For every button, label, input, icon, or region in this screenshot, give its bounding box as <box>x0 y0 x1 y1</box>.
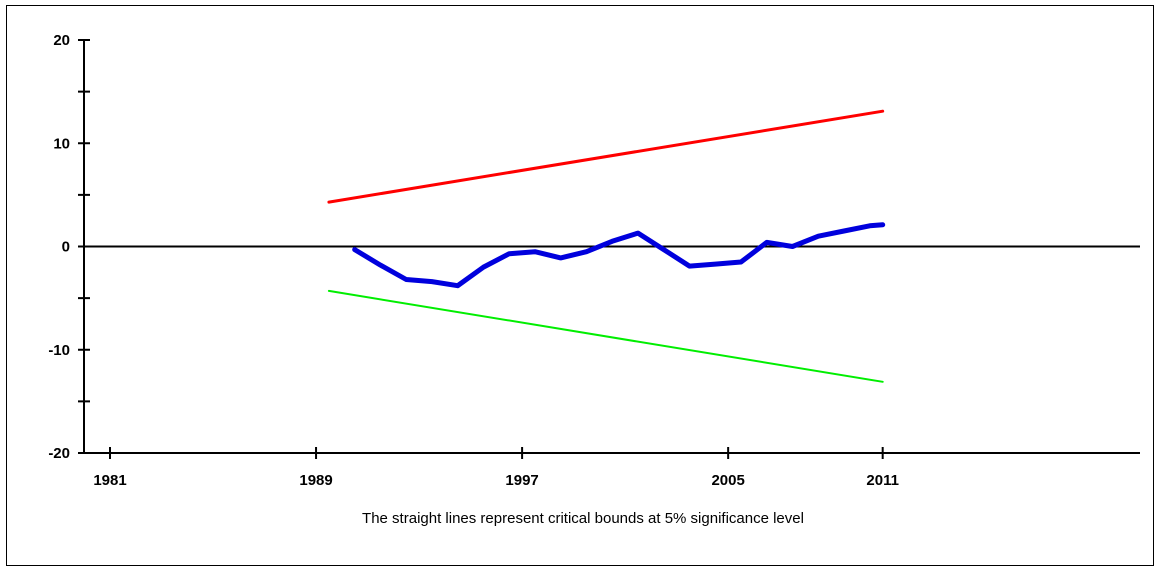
y-tick-label: 0 <box>62 239 70 256</box>
x-tick-label: 1981 <box>93 472 126 489</box>
chart-frame <box>6 5 1154 566</box>
x-tick-label: 2005 <box>711 472 744 489</box>
x-tick-label: 2011 <box>866 472 899 489</box>
y-tick-label: -20 <box>48 445 70 462</box>
series-line-0 <box>327 109 885 204</box>
axes <box>78 39 1140 459</box>
y-tick-label: -10 <box>48 342 70 359</box>
series-lines <box>327 109 886 383</box>
y-tick-label: 10 <box>53 135 70 152</box>
series-line-1 <box>327 289 884 383</box>
x-tick-label: 1989 <box>299 472 332 489</box>
x-tick-label: 1997 <box>505 472 538 489</box>
series-line-2 <box>352 222 886 289</box>
chart-caption: The straight lines represent critical bo… <box>362 510 804 527</box>
tick-labels: 20 10 0 -10 -20 1981 1989 1997 2005 2011 <box>48 32 899 489</box>
y-tick-label: 20 <box>53 32 70 49</box>
